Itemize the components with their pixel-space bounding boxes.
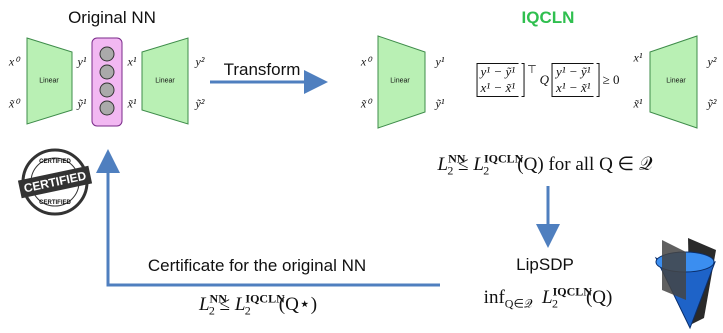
- title: Original NN: [68, 8, 156, 28]
- transform-label: Transform: [224, 60, 301, 80]
- certificate-label: Certificate for the original NN: [148, 256, 366, 276]
- bound-formula: LNN2 ≤ LIQCLN2(Q) for all Q ∈ 𝒬: [438, 151, 653, 178]
- label: ỹ²: [708, 97, 717, 112]
- q: Q: [540, 72, 549, 88]
- matrix-row: x¹ − x̃¹: [481, 80, 516, 96]
- transpose: ⊤: [527, 63, 536, 76]
- layer-label: Linear: [390, 78, 409, 85]
- label: x̃⁰: [361, 97, 371, 112]
- argument: (Q⋆): [279, 294, 317, 315]
- matrix-row: y¹ − ỹ¹: [556, 64, 591, 80]
- cone: [656, 238, 716, 328]
- condition: for all Q ∈ 𝒬: [548, 154, 652, 175]
- label: x̃¹: [128, 97, 137, 112]
- layer-label: Linear: [155, 78, 174, 85]
- operator: inf: [484, 287, 505, 308]
- label: x¹: [634, 51, 643, 66]
- label: x̃⁰: [9, 97, 19, 112]
- matrix-row: x¹ − x̃¹: [556, 80, 591, 96]
- label: ỹ¹: [78, 97, 87, 112]
- lipsdp-label: LipSDP: [516, 255, 574, 275]
- label: x̃¹: [634, 97, 643, 112]
- sub: Q∈𝒬: [505, 297, 533, 311]
- label: ỹ¹: [436, 97, 445, 112]
- neuron: [100, 101, 114, 115]
- symbol: L: [438, 154, 449, 175]
- sub: 2: [209, 304, 215, 318]
- sub: 2: [483, 164, 489, 178]
- sub: 2: [552, 297, 558, 311]
- relation: ≤: [458, 154, 468, 175]
- lipsdp-formula: infQ∈𝒬 LIQCLN2(Q): [484, 284, 613, 311]
- matrix-row: y¹ − ỹ¹: [481, 64, 516, 80]
- relation: ≥ 0: [603, 72, 620, 88]
- label: x¹: [128, 55, 137, 70]
- label: y¹: [78, 55, 87, 70]
- diagram: Original NN x⁰ x̃⁰ y¹ ỹ¹ x¹ x̃¹ y² ỹ² Li…: [0, 0, 723, 333]
- neuron: [100, 47, 114, 61]
- bracket: [597, 63, 600, 97]
- sub: 2: [245, 304, 251, 318]
- neuron: [100, 83, 114, 97]
- sub: 2: [447, 164, 453, 178]
- title: IQCLN: [522, 8, 575, 28]
- label: x⁰: [361, 55, 371, 70]
- symbol: L: [473, 154, 484, 175]
- symbol: L: [235, 294, 246, 315]
- layer-label: Linear: [666, 78, 685, 85]
- label: x⁰: [9, 55, 19, 70]
- argument: (Q): [586, 287, 612, 308]
- layer-label: Linear: [39, 78, 58, 85]
- label: y²: [196, 55, 205, 70]
- argument: (Q): [517, 154, 543, 175]
- stamp-text: CERTIFIED: [39, 200, 71, 206]
- bracket: [521, 63, 524, 97]
- stamp-text: CERTIFIED: [39, 159, 71, 165]
- label: y¹: [436, 55, 445, 70]
- relation: ≤: [220, 294, 230, 315]
- label: ỹ²: [196, 97, 205, 112]
- label: y²: [708, 55, 717, 70]
- symbol: L: [199, 294, 210, 315]
- certificate-formula: LNN2 ≤ LIQCLN2(Q⋆): [199, 291, 317, 318]
- neuron: [100, 65, 114, 79]
